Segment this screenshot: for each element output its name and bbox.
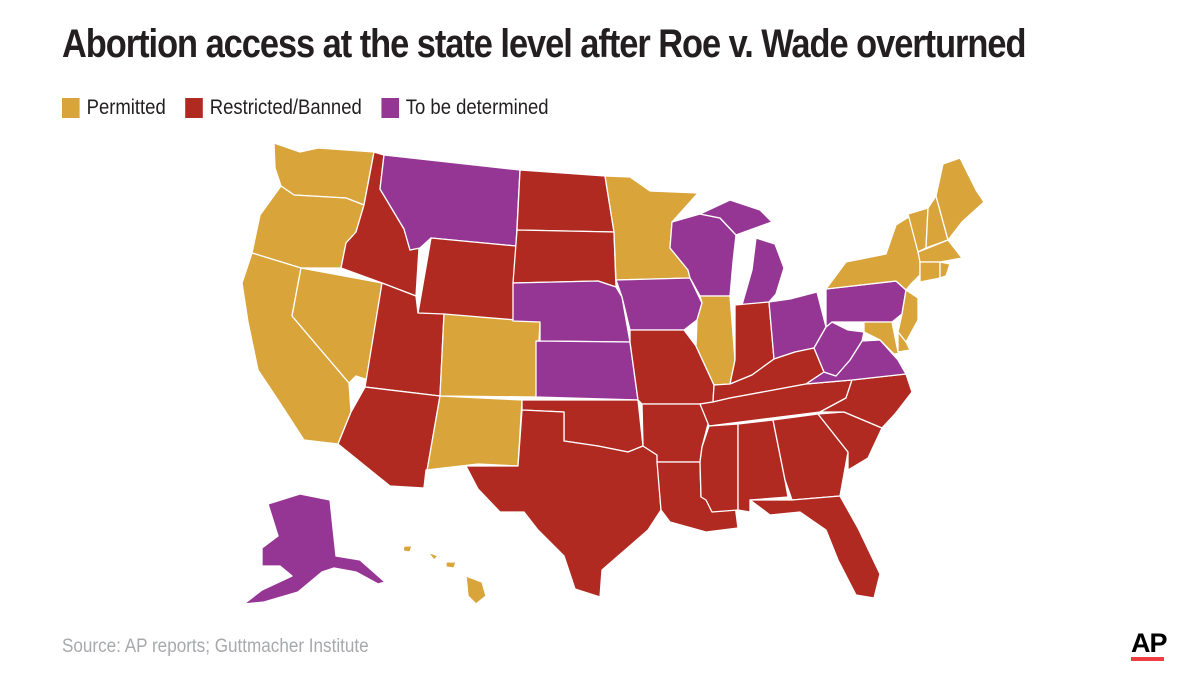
- legend-swatch-restricted: [185, 98, 203, 118]
- legend: Permitted Restricted/Banned To be determ…: [62, 96, 568, 120]
- legend-item-tbd: To be determined: [381, 96, 549, 120]
- chart-title: Abortion access at the state level after…: [62, 22, 1027, 66]
- ap-logo: AP: [1131, 628, 1168, 658]
- legend-item-permitted: Permitted: [62, 96, 166, 120]
- state-az: [337, 386, 441, 489]
- state-ny: [825, 214, 921, 291]
- state-ks: [535, 340, 639, 401]
- state-de: [897, 331, 911, 353]
- state-ak: [243, 493, 386, 605]
- state-wy: [417, 237, 517, 322]
- ap-logo-bar: [1131, 657, 1164, 661]
- legend-label-tbd: To be determined: [405, 96, 549, 119]
- legend-swatch-tbd: [381, 98, 399, 118]
- state-mi: [699, 199, 785, 306]
- state-fl: [749, 495, 881, 599]
- state-ma: [917, 239, 963, 263]
- legend-item-restricted: Restricted/Banned: [185, 96, 362, 120]
- source-note: Source: AP reports; Guttmacher Institute: [62, 636, 369, 657]
- legend-label-permitted: Permitted: [86, 96, 166, 119]
- state-tx: [465, 409, 662, 598]
- state-sd: [512, 229, 617, 288]
- state-ct: [919, 261, 941, 283]
- state-ms: [699, 423, 739, 513]
- state-nd: [516, 169, 615, 233]
- state-ia: [615, 277, 703, 331]
- state-nc: [819, 373, 913, 429]
- legend-label-restricted: Restricted/Banned: [209, 96, 362, 119]
- legend-swatch-permitted: [62, 98, 80, 118]
- state-me: [935, 157, 985, 241]
- state-co: [439, 313, 541, 398]
- state-hi: [402, 545, 487, 605]
- state-ri: [939, 261, 951, 279]
- state-md: [863, 321, 909, 355]
